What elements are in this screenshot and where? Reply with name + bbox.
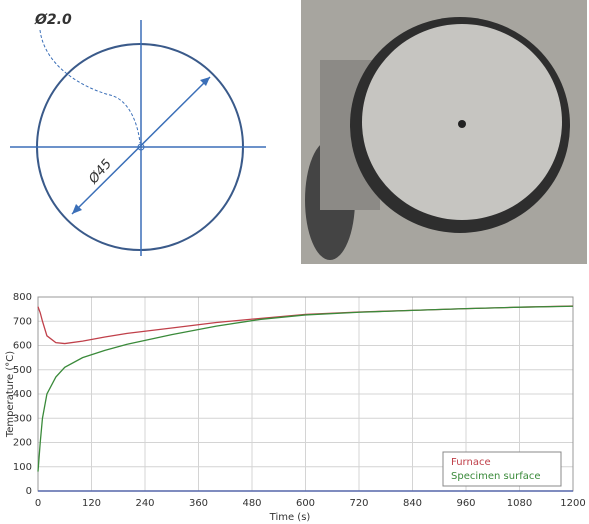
x-axis-label: Time (s) <box>269 512 311 523</box>
arrow-head <box>72 204 82 214</box>
diagram: Ø2.0 Ø45 <box>10 12 266 256</box>
y-tick-label: 300 <box>13 413 32 424</box>
dimension-line <box>71 76 211 215</box>
hole-label: Ø2.0 <box>34 12 72 28</box>
photo <box>301 0 587 264</box>
y-tick-label: 400 <box>13 389 32 400</box>
y-axis-label: Temperature (°C) <box>5 351 16 438</box>
x-tick-label: 1080 <box>507 498 532 509</box>
diameter-label: Ø45 <box>86 157 115 188</box>
y-tick-label: 200 <box>13 438 32 449</box>
x-tick-label: 960 <box>456 498 475 509</box>
x-tick-label: 840 <box>403 498 422 509</box>
series-line <box>37 305 574 472</box>
x-tick-label: 1200 <box>560 498 585 509</box>
chart: Time (s) Temperature (°C) 0 100 200 300 400 5… <box>5 292 586 523</box>
x-tick-label: 120 <box>82 498 101 509</box>
y-tick-label: 800 <box>13 292 32 303</box>
x-tick-label: 720 <box>349 498 368 509</box>
arrow-head <box>200 77 210 86</box>
legend-entry: Furnace <box>451 457 491 468</box>
legend-box <box>442 451 562 487</box>
x-tick-label: 600 <box>296 498 315 509</box>
y-tick-label: 600 <box>13 341 32 352</box>
x-tick-label: 0 <box>35 498 41 509</box>
legend-entry: Specimen surface <box>451 471 541 482</box>
hole <box>137 143 145 151</box>
y-tick-label: 100 <box>13 462 32 473</box>
x-tick-label: 360 <box>189 498 208 509</box>
leader-line <box>39 29 141 144</box>
x-tick-label: 480 <box>242 498 261 509</box>
x-tick-label: 240 <box>135 498 154 509</box>
y-tick-label: 700 <box>13 316 32 327</box>
y-tick-label: 500 <box>13 365 32 376</box>
specimen-hole <box>458 120 466 128</box>
y-tick-label: 0 <box>26 486 32 497</box>
